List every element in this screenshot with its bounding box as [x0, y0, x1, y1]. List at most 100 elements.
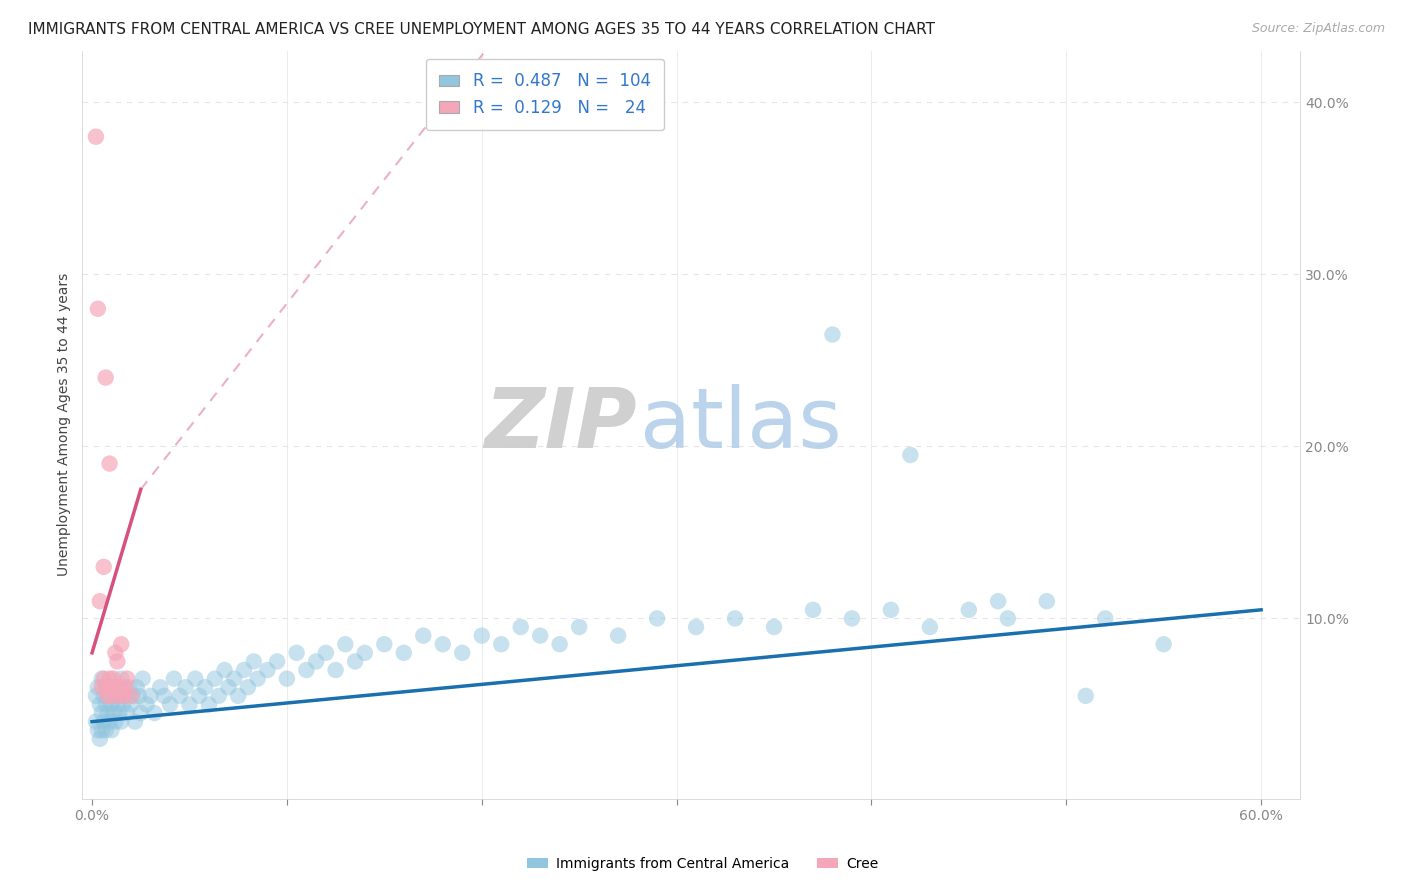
Point [987, 594, 1010, 608]
Point [1074, 689, 1097, 703]
Point [432, 637, 454, 651]
Point [841, 611, 863, 625]
Text: IMMIGRANTS FROM CENTRAL AMERICA VS CREE UNEMPLOYMENT AMONG AGES 35 TO 44 YEARS C: IMMIGRANTS FROM CENTRAL AMERICA VS CREE … [28, 22, 935, 37]
Point [98, 714, 121, 729]
Point [104, 646, 127, 660]
Point [295, 663, 318, 677]
Point [529, 629, 551, 643]
Point [94, 723, 117, 738]
Point [87, 301, 110, 316]
Point [325, 663, 347, 677]
Point [93, 559, 115, 574]
Point [112, 689, 135, 703]
Point [120, 698, 142, 712]
Point [135, 698, 157, 712]
Point [188, 689, 211, 703]
Point [128, 689, 150, 703]
Point [108, 706, 131, 720]
Point [84, 689, 107, 703]
Text: Source: ZipAtlas.com: Source: ZipAtlas.com [1251, 22, 1385, 36]
Point [685, 620, 707, 634]
Point [139, 689, 162, 703]
Point [957, 603, 980, 617]
Point [84, 714, 107, 729]
Point [548, 637, 571, 651]
Point [110, 680, 132, 694]
Point [110, 672, 132, 686]
Point [821, 327, 844, 342]
Point [97, 689, 120, 703]
Point [1094, 611, 1116, 625]
Point [204, 672, 226, 686]
Point [143, 706, 166, 720]
Point [242, 655, 264, 669]
Point [112, 698, 135, 712]
Point [115, 706, 138, 720]
Point [645, 611, 668, 625]
Point [224, 672, 246, 686]
Point [93, 714, 115, 729]
Point [163, 672, 186, 686]
Point [471, 629, 494, 643]
Point [353, 646, 375, 660]
Point [125, 680, 148, 694]
Point [100, 680, 122, 694]
Point [214, 663, 236, 677]
Point [105, 655, 128, 669]
Point [110, 637, 132, 651]
Point [103, 672, 125, 686]
Point [900, 448, 922, 462]
Point [489, 637, 512, 651]
Point [89, 698, 111, 712]
Point [103, 706, 125, 720]
Point [315, 646, 337, 660]
Point [226, 689, 249, 703]
Text: atlas: atlas [640, 384, 842, 466]
Point [174, 680, 197, 694]
Point [208, 689, 231, 703]
Point [114, 680, 136, 694]
Point [305, 655, 328, 669]
Point [997, 611, 1019, 625]
Point [100, 723, 122, 738]
Point [131, 672, 153, 686]
Point [98, 680, 121, 694]
Point [90, 680, 112, 694]
Point [104, 714, 127, 729]
Point [108, 689, 131, 703]
Point [276, 672, 298, 686]
Point [118, 680, 141, 694]
Point [115, 672, 138, 686]
Legend: Immigrants from Central America, Cree: Immigrants from Central America, Cree [522, 851, 884, 876]
Point [880, 603, 903, 617]
Point [344, 655, 367, 669]
Point [104, 680, 127, 694]
Point [87, 680, 110, 694]
Legend: R =  0.487   N =  104, R =  0.129   N =   24: R = 0.487 N = 104, R = 0.129 N = 24 [426, 59, 664, 130]
Point [451, 646, 474, 660]
Point [1153, 637, 1175, 651]
Point [159, 698, 181, 712]
Point [412, 629, 434, 643]
Point [87, 723, 110, 738]
Point [90, 723, 112, 738]
Point [94, 698, 117, 712]
Point [1036, 594, 1059, 608]
Point [335, 637, 357, 651]
Point [84, 129, 107, 144]
Point [801, 603, 824, 617]
Point [373, 637, 395, 651]
Point [97, 689, 120, 703]
Point [94, 680, 117, 694]
Y-axis label: Unemployment Among Ages 35 to 44 years: Unemployment Among Ages 35 to 44 years [58, 273, 72, 576]
Point [110, 714, 132, 729]
Point [114, 689, 136, 703]
Point [724, 611, 747, 625]
Point [120, 689, 142, 703]
Point [89, 594, 111, 608]
Point [169, 689, 191, 703]
Point [124, 714, 146, 729]
Point [100, 689, 122, 703]
Point [90, 672, 112, 686]
Point [236, 680, 259, 694]
